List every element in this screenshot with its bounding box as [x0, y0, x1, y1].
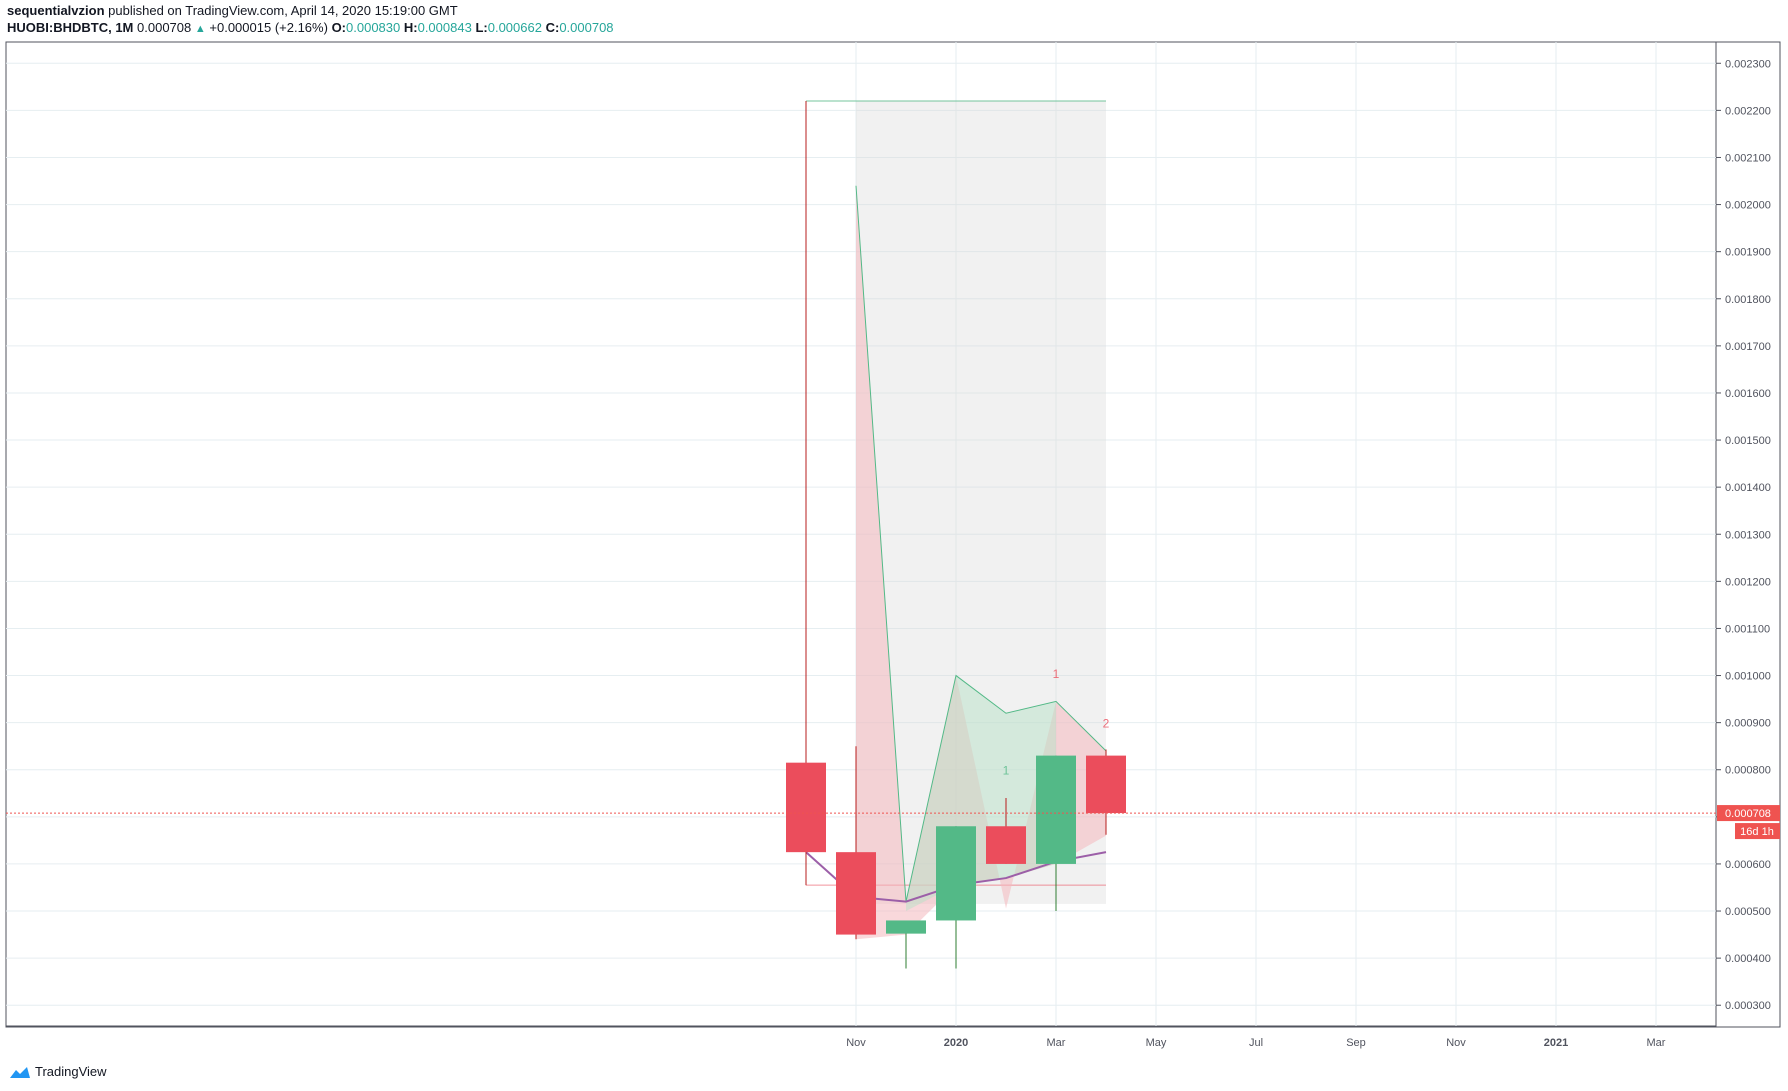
- last-price-label: 0.000708: [1725, 808, 1771, 820]
- open-label: O:: [331, 20, 347, 35]
- symbol-name: HUOBI:BHDBTC, 1M: [7, 20, 134, 35]
- x-tick-label: 2020: [944, 1037, 968, 1049]
- x-tick-label: Mar: [1647, 1037, 1666, 1049]
- close-label: C:: [545, 20, 560, 35]
- y-tick-label: 0.001800: [1725, 294, 1771, 306]
- y-tick-label: 0.002200: [1725, 105, 1771, 117]
- high-value: 0.000843: [417, 20, 472, 35]
- y-tick-label: 0.001000: [1725, 671, 1771, 683]
- brand-name: TradingView: [35, 1064, 107, 1079]
- y-tick-label: 0.001400: [1725, 482, 1771, 494]
- y-tick-label: 0.001700: [1725, 341, 1771, 353]
- y-tick-label: 0.000800: [1725, 765, 1771, 777]
- y-tick-label: 0.002100: [1725, 152, 1771, 164]
- x-tick-label: 2021: [1544, 1037, 1568, 1049]
- countdown-tag: [1735, 823, 1780, 840]
- sequential-count-label: 1: [1003, 763, 1010, 777]
- up-arrow-icon: ▲: [194, 23, 206, 35]
- candle-body: [936, 826, 976, 921]
- y-tick-label: 0.001300: [1725, 529, 1771, 541]
- low-value: 0.000662: [487, 20, 542, 35]
- high-label: H:: [403, 20, 418, 35]
- sequential-count-label: 2: [1103, 716, 1110, 730]
- y-tick-label: 0.001600: [1725, 388, 1771, 400]
- publish-date: published on TradingView.com, April 14, …: [108, 3, 458, 18]
- y-tick-label: 0.000500: [1725, 906, 1771, 918]
- countdown-label: 16d 1h: [1740, 826, 1774, 838]
- price-change: +0.000015 (+2.16%): [209, 20, 328, 35]
- author-name[interactable]: sequentialvzion: [7, 3, 105, 18]
- x-tick-label: Jul: [1249, 1037, 1263, 1049]
- y-tick-label: 0.002300: [1725, 58, 1771, 70]
- candle-body: [1086, 755, 1126, 814]
- candle-body: [886, 920, 926, 934]
- candle-body: [1036, 755, 1076, 864]
- close-value: 0.000708: [559, 20, 614, 35]
- y-tick-label: 0.000400: [1725, 953, 1771, 965]
- cloud-upper-line: [855, 185, 1107, 902]
- sequential-count-label: 1: [1053, 667, 1060, 681]
- y-tick-label: 0.002000: [1725, 200, 1771, 212]
- cloud-icon: [10, 1066, 30, 1078]
- tradingview-logo[interactable]: TradingView: [7, 1064, 107, 1079]
- publish-info: sequentialvzion published on TradingView…: [7, 3, 458, 18]
- y-tick-label: 0.001500: [1725, 435, 1771, 447]
- x-tick-label: Nov: [846, 1037, 866, 1049]
- last-price: 0.000708: [137, 20, 192, 35]
- y-tick-label: 0.000300: [1725, 1000, 1771, 1012]
- candle-body: [836, 852, 876, 935]
- open-value: 0.000830: [346, 20, 401, 35]
- x-tick-label: Mar: [1047, 1037, 1066, 1049]
- bearish-cloud: [856, 185, 1106, 940]
- y-tick-label: 0.001900: [1725, 247, 1771, 259]
- last-price-tag: [1717, 805, 1780, 822]
- x-tick-label: May: [1146, 1037, 1167, 1049]
- x-tick-label: Sep: [1346, 1037, 1366, 1049]
- x-tick-label: Nov: [1446, 1037, 1466, 1049]
- y-tick-label: 0.000900: [1725, 718, 1771, 730]
- candle-body: [786, 762, 826, 853]
- symbol-info: HUOBI:BHDBTC, 1M 0.000708 ▲ +0.000015 (+…: [7, 20, 614, 35]
- price-chart[interactable]: 0.002300 0.002200 0.002100 0.002000 0.001900…: [0, 0, 1788, 1060]
- y-tick-label: 0.001200: [1725, 576, 1771, 588]
- low-label: L:: [475, 20, 488, 35]
- y-tick-label: 0.001100: [1725, 623, 1770, 635]
- candle-body: [986, 826, 1026, 864]
- y-tick-label: 0.000600: [1725, 859, 1771, 871]
